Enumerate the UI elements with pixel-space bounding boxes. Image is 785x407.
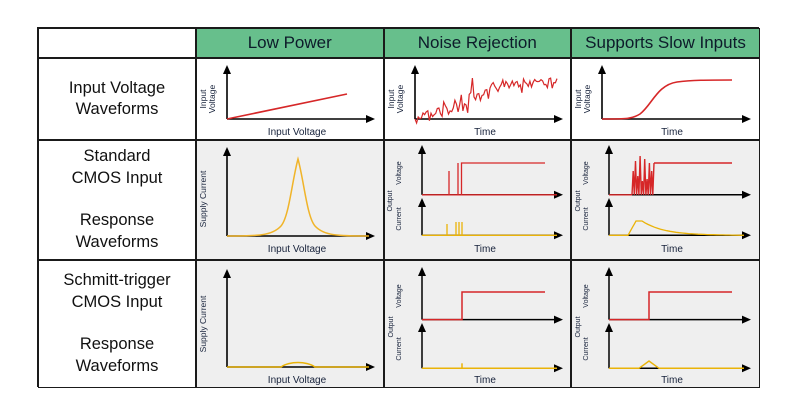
- svg-text:Current: Current: [396, 207, 403, 230]
- svg-text:Output: Output: [387, 190, 394, 211]
- svg-text:Voltage: Voltage: [207, 85, 217, 114]
- svg-text:Time: Time: [474, 127, 496, 138]
- svg-text:Time: Time: [474, 244, 496, 255]
- svg-text:Current: Current: [396, 337, 403, 360]
- svg-text:Supply Current: Supply Current: [198, 295, 208, 352]
- svg-text:Supply Current: Supply Current: [198, 170, 208, 227]
- svg-text:Current: Current: [583, 337, 590, 360]
- svg-text:Voltage: Voltage: [583, 161, 590, 184]
- svg-text:Input Voltage: Input Voltage: [268, 244, 327, 255]
- svg-text:Current: Current: [583, 207, 590, 230]
- svg-text:Voltage: Voltage: [395, 85, 405, 114]
- svg-text:Output: Output: [575, 316, 582, 337]
- svg-text:Time: Time: [661, 244, 683, 255]
- svg-text:Input Voltage: Input Voltage: [268, 127, 327, 138]
- svg-text:Input Voltage: Input Voltage: [268, 375, 327, 386]
- svg-text:Voltage: Voltage: [583, 284, 590, 307]
- svg-text:Time: Time: [661, 127, 683, 138]
- svg-text:Time: Time: [474, 375, 496, 386]
- svg-text:Time: Time: [661, 375, 683, 386]
- svg-text:Voltage: Voltage: [396, 284, 403, 307]
- svg-text:Voltage: Voltage: [396, 161, 403, 184]
- svg-text:Output: Output: [388, 316, 395, 337]
- svg-text:Output: Output: [575, 190, 582, 211]
- svg-text:Voltage: Voltage: [582, 85, 592, 114]
